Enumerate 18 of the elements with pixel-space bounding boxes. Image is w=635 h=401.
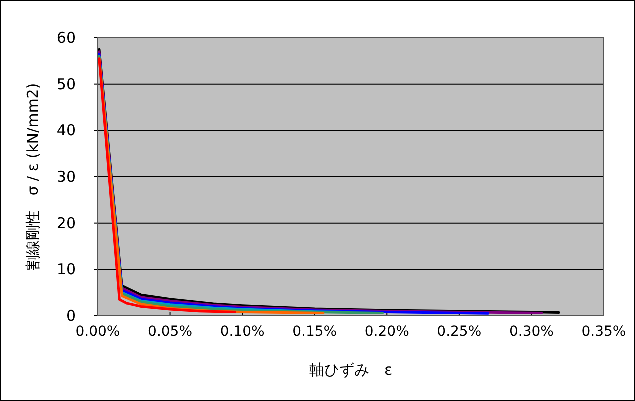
x-tick-label: 0.20% — [364, 324, 410, 340]
line-series — [98, 58, 237, 314]
y-tick-label: 60 — [56, 29, 76, 47]
y-tick-label: 50 — [56, 75, 76, 94]
x-tick-label: 0.25% — [437, 324, 482, 340]
x-tick-label: 0.30% — [509, 324, 554, 340]
y-tick-label: 40 — [56, 122, 76, 140]
x-axis-title: 軸ひずみ ε — [309, 361, 393, 379]
x-tick-label: 0.10% — [220, 324, 265, 340]
x-tick-label: 0.05% — [148, 324, 193, 340]
x-tick-label: 0.35% — [582, 324, 626, 340]
x-tick-label: 0.15% — [292, 324, 338, 340]
y-tick-label: 30 — [56, 168, 76, 186]
y-tick-label: 20 — [56, 214, 76, 232]
x-tick-label: 0.00% — [76, 324, 120, 340]
y-tick-label: 0 — [66, 307, 76, 325]
y-axis-title: 割線剛性 σ / ε (kN/mm2) — [24, 83, 42, 271]
y-tick-label: 10 — [56, 260, 76, 279]
